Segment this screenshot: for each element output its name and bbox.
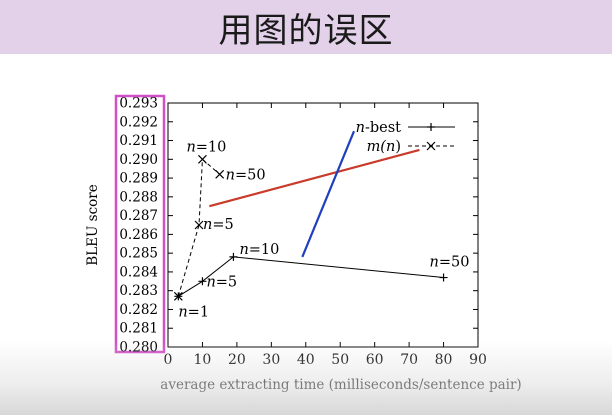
slide-title: 用图的误区 — [218, 10, 394, 51]
x-tick-label: 40 — [297, 352, 315, 368]
blue-trend-line — [301, 130, 356, 258]
x-tick-label: 80 — [435, 352, 453, 368]
legend-marker-mn — [426, 141, 436, 151]
x-tick-label: 50 — [331, 352, 349, 368]
bleu-chart: 0.280 0.281 0.282 0.283 0.284 0.285 0.286 0.287… — [85, 94, 522, 394]
nbest-point — [198, 277, 207, 286]
y-tick-label: 0.287 — [119, 208, 158, 224]
mn-point — [194, 220, 204, 230]
x-tick-label: 70 — [400, 352, 418, 368]
y-tick-label: 0.280 — [119, 340, 158, 356]
legend: n-best m(n) — [356, 120, 455, 155]
y-tick-label: 0.283 — [119, 283, 158, 299]
mn-line — [177, 158, 220, 297]
y-tick-label: 0.288 — [119, 189, 158, 205]
y-tick-label: 0.291 — [119, 133, 158, 149]
nbest-label-n5: n=5 — [206, 274, 237, 290]
legend-marker-nbest — [427, 123, 435, 131]
x-tick-label: 20 — [228, 352, 246, 368]
y-tick-label: 0.285 — [119, 246, 158, 262]
nbest-label-n50: n=50 — [430, 255, 470, 271]
mn-label-n5: n=5 — [203, 217, 234, 233]
y-tick-label: 0.282 — [119, 302, 158, 318]
x-axis-title: average extracting time (milliseconds/se… — [160, 377, 521, 393]
nbest-label-n10: n=10 — [239, 242, 279, 258]
mn-point — [198, 154, 207, 164]
legend-label-mn: m(n) — [367, 139, 401, 155]
mn-label-n10: n=10 — [186, 139, 226, 155]
nbest-line — [178, 256, 444, 297]
x-tick-label: 60 — [366, 352, 384, 368]
y-tick-label: 0.290 — [119, 152, 158, 168]
mn-point — [215, 169, 225, 179]
nbest-label-n1: n=1 — [178, 304, 209, 320]
x-tick-label: 10 — [194, 352, 212, 368]
x-tick-label: 30 — [262, 352, 280, 368]
legend-label-nbest: n-best — [356, 120, 402, 136]
y-tick-label: 0.292 — [119, 114, 158, 130]
red-trend-line — [209, 148, 420, 208]
mn-label-n50: n=50 — [226, 167, 266, 183]
y-tick-label: 0.293 — [119, 96, 158, 112]
y-tick-label: 0.289 — [119, 171, 158, 187]
series-layer — [173, 154, 448, 301]
y-axis-title: BLEU score — [85, 184, 101, 265]
label-layer: 0.280 0.281 0.282 0.283 0.284 0.285 0.286 0.287… — [85, 96, 522, 394]
y-tick-label: 0.284 — [119, 264, 158, 280]
mn-point — [173, 291, 183, 301]
x-tick-label: 0 — [164, 352, 173, 368]
slide-title-bar: 用图的误区 — [0, 0, 612, 54]
nbest-point — [229, 252, 238, 261]
nbest-point — [439, 273, 448, 282]
x-tick-label: 90 — [469, 352, 487, 368]
y-tick-label: 0.281 — [119, 321, 158, 337]
y-tick-label: 0.286 — [119, 227, 158, 243]
